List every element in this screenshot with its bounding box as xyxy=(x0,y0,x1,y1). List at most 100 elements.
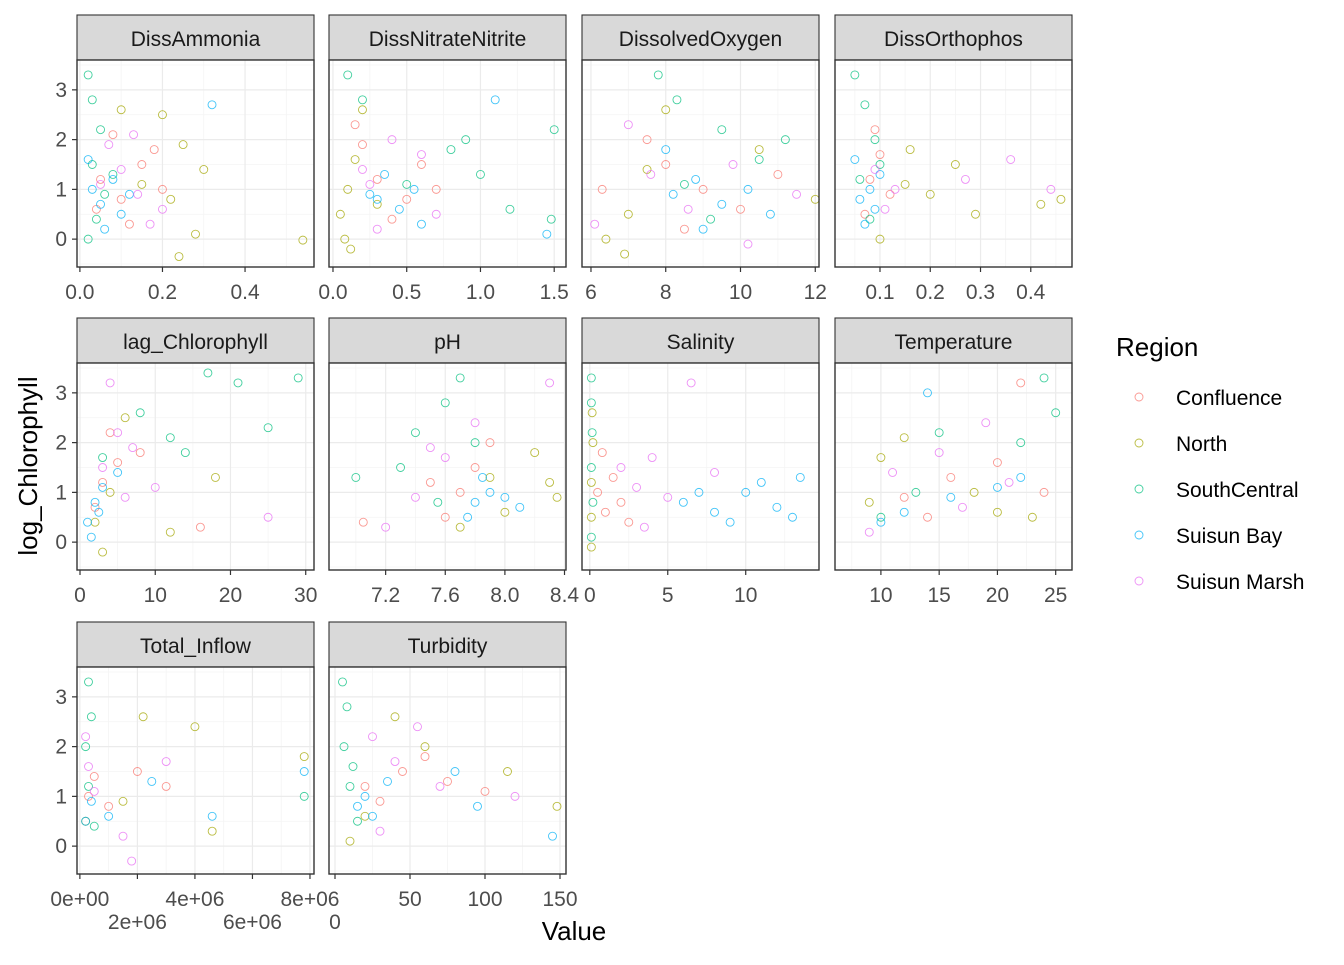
data-point-north xyxy=(900,179,910,189)
x-tick-label: 0.2 xyxy=(916,281,945,304)
data-point-confluence xyxy=(899,492,909,502)
data-point-southcentral xyxy=(343,70,353,80)
panel-background xyxy=(77,363,314,570)
data-point-north xyxy=(118,796,128,806)
facet-turbidity: Turbidity 0 50 100 150 xyxy=(328,621,578,934)
y-tick-label: 0 xyxy=(55,531,67,554)
facet-strip-label: lag_Chlorophyll xyxy=(123,331,268,354)
data-point-north xyxy=(1036,199,1046,209)
data-point-southcentral xyxy=(338,677,347,687)
data-point-north xyxy=(586,477,596,487)
x-tick-label: 25 xyxy=(1044,584,1067,607)
x-tick-label: 20 xyxy=(219,584,242,607)
data-point-suisun-bay xyxy=(500,492,510,502)
panel-border xyxy=(328,362,567,571)
data-point-suisun-marsh xyxy=(890,184,900,194)
data-point-suisun-marsh xyxy=(120,492,130,502)
data-point-confluence xyxy=(440,512,450,522)
facet-strip xyxy=(328,317,567,364)
data-point-north xyxy=(899,433,909,443)
data-point-suisun-bay xyxy=(147,776,157,786)
data-point-suisun-marsh xyxy=(510,791,520,801)
facet-strip xyxy=(581,317,820,364)
data-point-north xyxy=(350,155,360,164)
data-point-suisun-marsh xyxy=(128,443,138,453)
data-point-confluence xyxy=(875,150,885,159)
facet-temperature: Temperature 10 15 20 25 xyxy=(834,317,1073,607)
panel-background xyxy=(582,60,819,267)
data-point-confluence xyxy=(865,174,875,184)
data-point-southcentral xyxy=(203,368,213,378)
data-point-confluence xyxy=(108,130,118,140)
data-point-suisun-marsh xyxy=(663,492,673,502)
data-point-suisun-marsh xyxy=(372,224,382,234)
data-point-southcentral xyxy=(587,428,597,438)
x-tick-label: 2e+06 xyxy=(108,911,167,934)
data-point-southcentral xyxy=(91,214,101,224)
data-point-suisun-marsh xyxy=(368,732,377,742)
data-point-suisun-marsh xyxy=(870,165,880,174)
data-point-southcentral xyxy=(180,448,190,458)
data-point-confluence xyxy=(431,184,441,194)
data-point-suisun-marsh xyxy=(440,453,450,462)
data-point-suisun-marsh xyxy=(365,179,375,189)
data-point-confluence xyxy=(642,135,652,145)
data-point-suisun-bay xyxy=(542,229,552,239)
data-point-southcentral xyxy=(83,234,93,244)
legend-key xyxy=(1134,438,1144,448)
data-point-suisun-marsh xyxy=(710,468,719,477)
data-point-north xyxy=(485,472,495,482)
facet-dissnitratenitrite: DissNitrateNitrite 0.0 0.5 1.0 1.5 xyxy=(318,14,569,304)
data-point-suisun-marsh xyxy=(113,428,123,438)
data-point-suisun-marsh xyxy=(435,781,445,791)
data-point-southcentral xyxy=(165,433,175,443)
data-point-suisun-bay xyxy=(860,219,870,229)
data-point-confluence xyxy=(443,776,452,786)
data-point-southcentral xyxy=(679,179,689,189)
data-point-north xyxy=(661,105,671,115)
data-point-north xyxy=(343,184,353,194)
facet-strip-label: DissOrthophos xyxy=(884,28,1023,51)
facet-strip-label: Turbidity xyxy=(408,635,488,658)
x-tick-label: 10 xyxy=(144,584,167,607)
data-point-north xyxy=(623,209,633,219)
data-point-north xyxy=(992,507,1002,517)
x-tick-label: 0.4 xyxy=(230,281,260,304)
data-point-north xyxy=(545,477,555,487)
facet-dissammonia: DissAmmonia 0.0 0.2 0.4 0 1 2 3 xyxy=(55,14,315,304)
data-point-suisun-bay xyxy=(380,169,390,179)
data-point-north xyxy=(1056,194,1066,204)
data-point-suisun-marsh xyxy=(647,453,657,462)
data-point-confluence xyxy=(372,174,382,184)
data-point-north xyxy=(586,512,596,522)
data-point-suisun-bay xyxy=(207,100,217,110)
data-point-southcentral xyxy=(875,160,885,169)
data-point-southcentral xyxy=(433,497,443,507)
x-tick-label: 10 xyxy=(869,584,892,607)
data-point-north xyxy=(503,767,512,776)
data-point-confluence xyxy=(358,517,368,527)
data-point-southcentral xyxy=(351,472,361,482)
data-point-suisun-bay xyxy=(450,767,460,776)
data-point-confluence xyxy=(402,194,412,204)
panel-border xyxy=(328,59,567,268)
data-point-suisun-marsh xyxy=(375,826,385,836)
data-point-southcentral xyxy=(339,742,349,752)
data-point-north xyxy=(455,522,465,532)
data-point-confluence xyxy=(425,477,435,487)
facet-dissolvedoxygen: DissolvedOxygen 6 8 10 12 xyxy=(581,14,827,304)
data-point-southcentral xyxy=(299,791,309,801)
data-point-suisun-bay xyxy=(86,796,96,806)
data-point-suisun-marsh xyxy=(1046,184,1056,194)
legend-key xyxy=(1134,576,1144,586)
data-point-suisun-bay xyxy=(409,184,419,194)
data-point-suisun-bay xyxy=(668,189,678,199)
data-point-southcentral xyxy=(586,398,596,408)
data-point-southcentral xyxy=(96,125,105,135)
data-point-suisun-bay xyxy=(756,477,766,487)
legend-title: Region xyxy=(1116,332,1198,362)
data-point-suisun-marsh xyxy=(639,522,649,532)
data-point-suisun-marsh xyxy=(116,165,126,174)
data-point-southcentral xyxy=(87,95,97,105)
